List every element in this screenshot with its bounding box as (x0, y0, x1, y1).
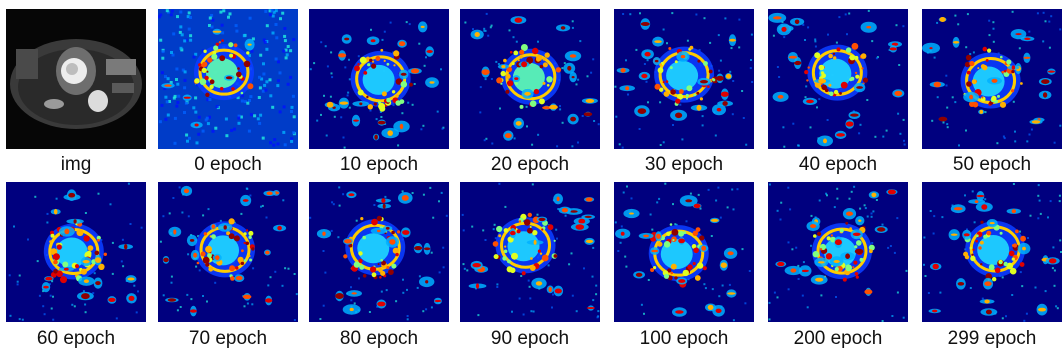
heatmap-image (614, 182, 754, 322)
heatmap-image (158, 9, 298, 149)
heatmap-image (768, 182, 908, 322)
heatmap-image (309, 182, 449, 322)
mri-input-image (6, 9, 146, 149)
image-caption: img (60, 154, 92, 175)
image-caption: 299 epoch (947, 328, 1037, 349)
image-caption: 200 epoch (793, 328, 883, 349)
heatmap-image (922, 182, 1062, 322)
image-caption: 0 epoch (194, 154, 262, 175)
image-caption: 30 epoch (644, 154, 724, 175)
image-caption: 50 epoch (952, 154, 1032, 175)
image-caption: 40 epoch (798, 154, 878, 175)
image-caption: 90 epoch (490, 328, 570, 349)
heatmap-image (460, 182, 600, 322)
image-caption: 60 epoch (36, 328, 116, 349)
heatmap-image (6, 182, 146, 322)
heatmap-image (922, 9, 1062, 149)
heatmap-image (614, 9, 754, 149)
image-caption: 70 epoch (188, 328, 268, 349)
heatmap-image (768, 9, 908, 149)
image-caption: 80 epoch (339, 328, 419, 349)
image-caption: 20 epoch (490, 154, 570, 175)
image-caption: 100 epoch (639, 328, 729, 349)
heatmap-image (460, 9, 600, 149)
heatmap-image (158, 182, 298, 322)
image-caption: 10 epoch (339, 154, 419, 175)
heatmap-image (309, 9, 449, 149)
